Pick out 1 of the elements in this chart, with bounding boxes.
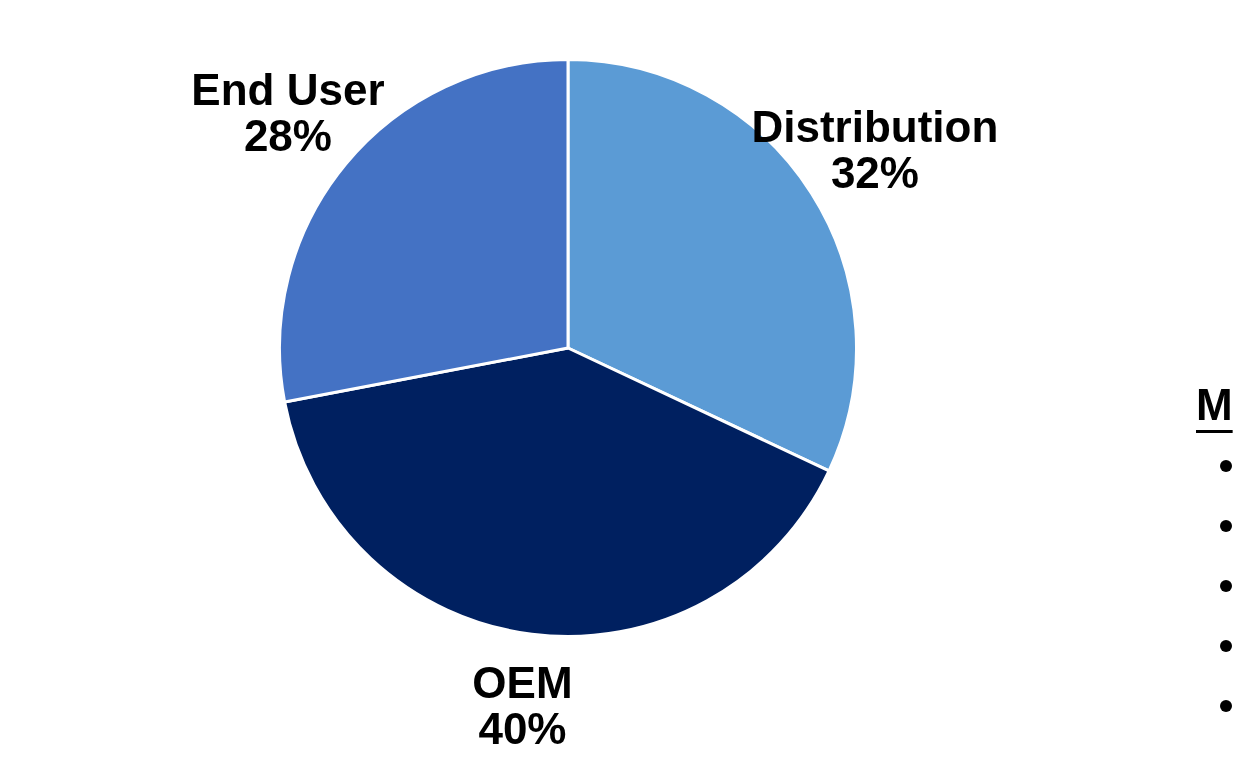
text: M [1196,380,1233,430]
